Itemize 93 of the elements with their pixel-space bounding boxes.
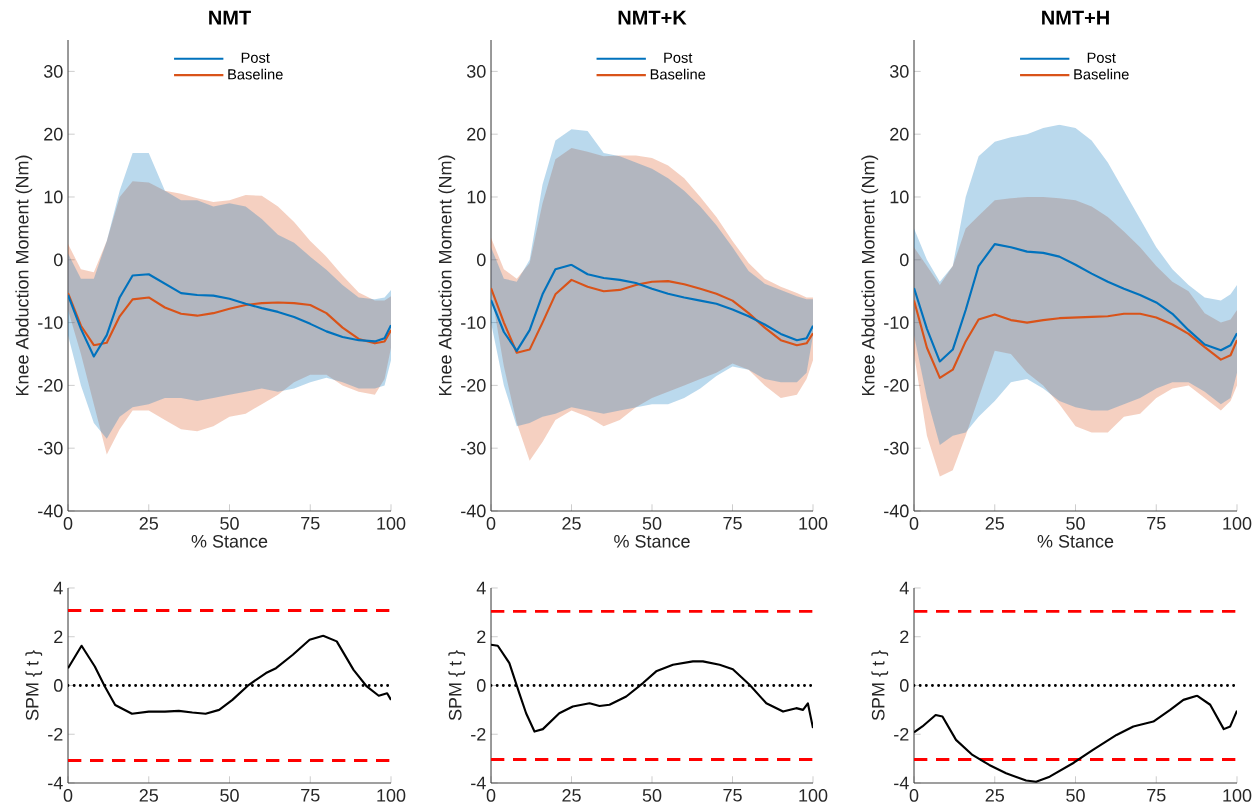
y-tick-label: -30: [38, 441, 63, 455]
x-tick-label: 75: [301, 789, 320, 802]
chart-title: NMT+H: [1042, 10, 1109, 25]
y-tick-label: -20: [38, 379, 63, 392]
y-tick-label: 0: [54, 679, 63, 692]
y-tick-label: -40: [38, 504, 63, 518]
y-tick-label: -20: [884, 379, 909, 392]
y-tick-label: 2: [477, 630, 486, 644]
y-axis-title: Knee Abduction Moment (Nm): [438, 155, 456, 396]
y-tick-label: -30: [884, 441, 909, 455]
y-tick-label: 20: [890, 127, 909, 141]
y-tick-label: -40: [461, 504, 486, 518]
y-tick-label: 0: [477, 679, 486, 692]
line-series: [491, 643, 814, 733]
y-tick-label: -2: [48, 727, 63, 741]
x-tick-label: 50: [642, 789, 662, 802]
x-tick-label: 75: [301, 517, 320, 530]
x-tick-label: 0: [909, 517, 919, 530]
legend-label: Baseline: [228, 68, 283, 80]
legend-label: Post: [664, 52, 693, 63]
x-tick-label: 100: [377, 789, 406, 802]
x-tick-label: 100: [799, 789, 828, 802]
x-tick-label: 0: [63, 789, 73, 802]
y-tick-label: 30: [889, 65, 909, 78]
y-tick-label: -4: [48, 776, 63, 790]
line-series: [491, 278, 814, 354]
x-tick-label: 25: [139, 517, 159, 530]
x-tick-label: 25: [139, 789, 159, 802]
x-tick-label: 100: [1223, 517, 1252, 530]
y-tick-label: -2: [894, 727, 909, 741]
y-tick-label: 10: [44, 190, 63, 204]
y-tick-label: 4: [476, 581, 486, 595]
y-tick-label: -10: [38, 316, 63, 329]
y-axis-title: SPM { t }: [448, 650, 466, 721]
y-tick-label: 20: [44, 127, 63, 141]
legend-label: Baseline: [650, 68, 706, 80]
x-axis-title: % Stance: [614, 534, 690, 548]
line-series: [491, 263, 814, 352]
y-tick-label: 30: [43, 65, 63, 78]
x-axis-title: % Stance: [191, 534, 268, 548]
y-axis-title: SPM { t }: [25, 650, 43, 721]
x-tick-label: 50: [1066, 517, 1085, 530]
x-tick-label: 100: [377, 517, 406, 530]
line-series: [68, 634, 392, 715]
x-tick-label: 0: [486, 517, 496, 530]
x-tick-label: 75: [723, 789, 742, 802]
x-tick-label: 25: [985, 789, 1005, 802]
y-tick-label: -4: [471, 776, 486, 790]
y-tick-label: -4: [894, 776, 909, 790]
y-tick-label: -2: [471, 727, 486, 741]
legend-label: Baseline: [1074, 68, 1129, 80]
x-tick-label: 75: [723, 517, 742, 530]
y-tick-label: 0: [54, 253, 63, 267]
x-tick-label: 25: [985, 517, 1005, 530]
y-tick-label: 0: [900, 679, 909, 692]
x-tick-label: 50: [220, 789, 239, 802]
x-tick-label: 100: [799, 517, 828, 530]
y-tick-label: 4: [53, 581, 63, 595]
x-tick-label: 0: [63, 517, 73, 530]
y-tick-label: 10: [467, 190, 486, 204]
x-tick-label: 25: [562, 517, 581, 530]
x-axis-title: % Stance: [1037, 534, 1114, 548]
line-series: [914, 243, 1238, 363]
chart-title: NMT+K: [618, 10, 687, 25]
line-series: [68, 292, 392, 347]
y-tick-label: 30: [466, 65, 486, 78]
y-tick-label: -40: [884, 504, 909, 518]
y-axis-title: Knee Abduction Moment (Nm): [861, 155, 879, 396]
y-tick-label: -30: [461, 441, 486, 455]
x-tick-label: 50: [1066, 789, 1085, 802]
x-tick-label: 75: [1147, 789, 1166, 802]
y-tick-label: 10: [890, 190, 909, 204]
x-tick-label: 50: [642, 517, 662, 530]
chart-title: NMT: [209, 10, 251, 25]
y-tick-label: 0: [900, 253, 909, 267]
x-tick-label: 50: [220, 517, 239, 530]
x-tick-label: 75: [1147, 517, 1166, 530]
y-tick-label: 20: [467, 127, 486, 141]
y-tick-label: 2: [54, 630, 63, 644]
y-axis-title: SPM { t }: [871, 650, 889, 721]
y-tick-label: 2: [900, 630, 909, 644]
x-tick-label: 0: [486, 789, 496, 802]
x-tick-label: 100: [1223, 789, 1252, 802]
x-tick-label: 25: [562, 789, 581, 802]
x-tick-label: 0: [909, 789, 919, 802]
y-axis-title: Knee Abduction Moment (Nm): [15, 155, 33, 396]
legend-label: Post: [241, 52, 270, 63]
y-tick-label: -20: [461, 379, 486, 392]
legend-label: Post: [1087, 52, 1116, 63]
y-tick-label: 4: [899, 581, 909, 595]
y-tick-label: -10: [461, 316, 486, 329]
y-tick-label: 0: [477, 253, 486, 267]
y-tick-label: -10: [884, 316, 909, 329]
